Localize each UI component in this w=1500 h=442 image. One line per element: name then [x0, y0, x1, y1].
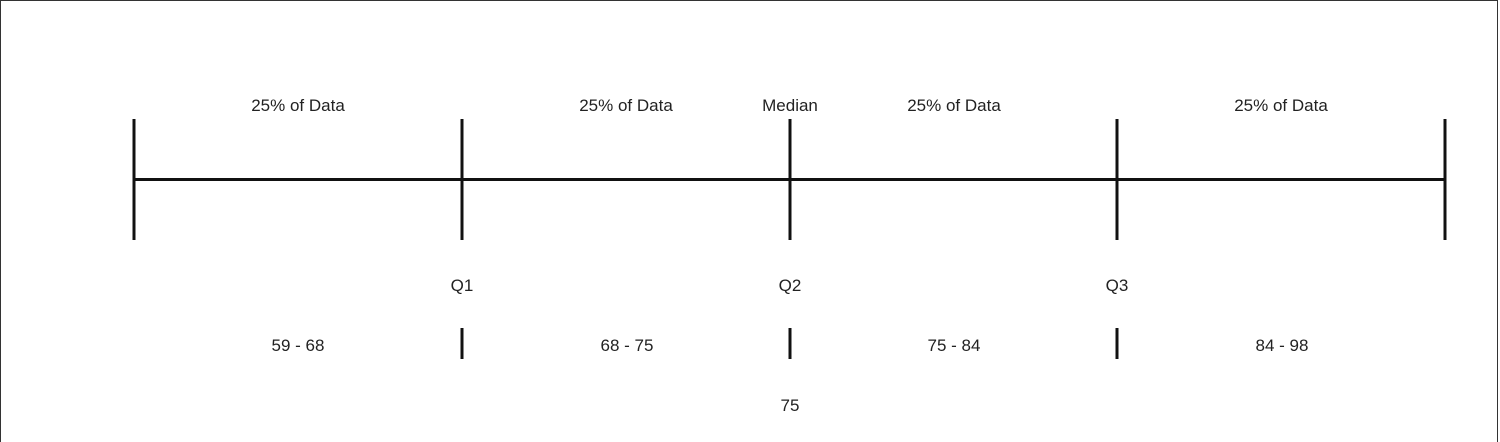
max-tick — [1443, 119, 1447, 240]
median-value: 75 — [780, 396, 800, 415]
range-label: 68 - 75 — [600, 336, 654, 355]
range-label: 75 - 84 — [927, 336, 981, 355]
range-separator — [788, 328, 792, 359]
median-label: Median — [762, 96, 818, 115]
min-tick — [132, 119, 136, 240]
q1-label: Q1 — [450, 276, 474, 295]
segment-label: 25% of Data — [1234, 96, 1328, 115]
q1-tick — [460, 119, 464, 240]
median-tick — [788, 119, 792, 240]
range-label: 59 - 68 — [271, 336, 325, 355]
q3-tick — [1115, 119, 1119, 240]
segment-label: 25% of Data — [579, 96, 673, 115]
segment-label: 25% of Data — [907, 96, 1001, 115]
q2-label: Q2 — [778, 276, 802, 295]
range-separator — [1115, 328, 1119, 359]
segment-label: 25% of Data — [251, 96, 345, 115]
range-label: 84 - 98 — [1255, 336, 1309, 355]
range-separator — [460, 328, 464, 359]
q3-label: Q3 — [1105, 276, 1129, 295]
